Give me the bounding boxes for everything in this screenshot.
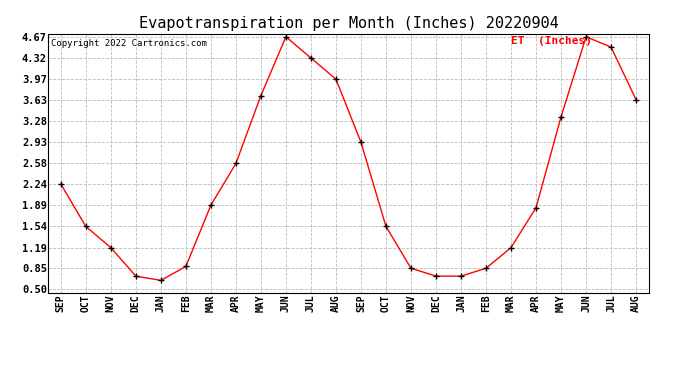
Text: Copyright 2022 Cartronics.com: Copyright 2022 Cartronics.com (51, 39, 207, 48)
Title: Evapotranspiration per Month (Inches) 20220904: Evapotranspiration per Month (Inches) 20… (139, 16, 558, 31)
Text: ET  (Inches): ET (Inches) (511, 36, 591, 46)
